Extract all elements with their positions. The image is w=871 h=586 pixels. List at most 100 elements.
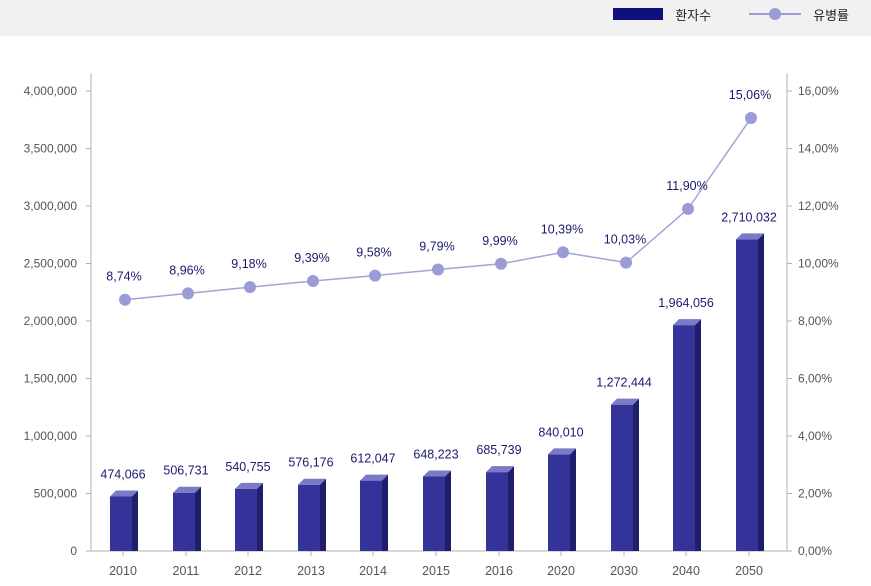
left-tick-label: 4,000,000 bbox=[24, 84, 78, 98]
right-tick-label: 8,00% bbox=[798, 314, 832, 328]
bar-side bbox=[320, 478, 326, 551]
bar bbox=[548, 454, 570, 551]
bar bbox=[173, 492, 195, 551]
bar-top bbox=[611, 398, 639, 405]
bar-side bbox=[695, 319, 701, 551]
legend-label-patients: 환자수 bbox=[675, 7, 712, 23]
bar bbox=[235, 488, 257, 551]
bar bbox=[110, 496, 132, 551]
x-tick-label: 2011 bbox=[173, 564, 200, 578]
bar-side bbox=[445, 470, 451, 551]
legend-label-prevalence: 유병률 bbox=[813, 7, 849, 23]
right-tick-label: 16,00% bbox=[798, 84, 839, 98]
legend-item-patients: 환자수 bbox=[613, 5, 711, 24]
prevalence-point bbox=[244, 281, 256, 294]
prevalence-point bbox=[557, 246, 569, 259]
right-tick-label: 10,00% bbox=[798, 257, 839, 271]
prevalence-value-label: 10,39% bbox=[541, 222, 583, 236]
left-tick-label: 3,000,000 bbox=[24, 199, 78, 213]
right-tick-label: 2,00% bbox=[798, 487, 832, 501]
prevalence-value-label: 8,96% bbox=[169, 263, 204, 277]
legend-band bbox=[0, 0, 871, 36]
bar bbox=[673, 325, 695, 551]
bar bbox=[360, 480, 382, 551]
bar-top bbox=[110, 490, 138, 497]
bar-side bbox=[257, 482, 263, 551]
x-tick-label: 2012 bbox=[234, 564, 262, 578]
x-tick-label: 2016 bbox=[485, 564, 513, 578]
x-tick-label: 2010 bbox=[109, 564, 137, 578]
bar-top bbox=[548, 448, 576, 455]
left-tick-label: 1,500,000 bbox=[24, 372, 78, 386]
bar-side bbox=[633, 398, 639, 551]
right-tick-label: 0,00% bbox=[798, 544, 832, 558]
bar-top bbox=[360, 474, 388, 481]
bar-top bbox=[235, 482, 263, 489]
prevalence-point bbox=[495, 257, 507, 270]
bar-side bbox=[758, 233, 764, 551]
prevalence-value-label: 9,39% bbox=[294, 251, 329, 265]
left-tick-label: 0 bbox=[70, 544, 77, 558]
prevalence-point bbox=[620, 256, 632, 269]
left-tick-label: 2,500,000 bbox=[24, 257, 78, 271]
prevalence-point bbox=[182, 287, 194, 300]
bar-top bbox=[673, 319, 701, 326]
prevalence-point bbox=[119, 293, 131, 306]
prevalence-point bbox=[745, 112, 757, 125]
prevalence-value-label: 10,03% bbox=[604, 233, 646, 247]
bar bbox=[298, 484, 320, 551]
right-tick-label: 4,00% bbox=[798, 429, 832, 443]
left-tick-label: 1,000,000 bbox=[24, 429, 78, 443]
bar-side bbox=[382, 474, 388, 551]
bar bbox=[611, 404, 633, 551]
legend-bar-swatch-icon bbox=[613, 8, 664, 20]
right-tick-label: 14,00% bbox=[798, 142, 839, 156]
left-tick-label: 2,000,000 bbox=[24, 314, 78, 328]
x-tick-label: 2030 bbox=[610, 564, 638, 578]
legend-item-prevalence: 유병률 bbox=[711, 5, 849, 24]
bar-top bbox=[423, 470, 451, 477]
bar bbox=[423, 476, 445, 551]
x-tick-label: 2050 bbox=[735, 564, 763, 578]
bar-value-label: 612,047 bbox=[350, 452, 395, 466]
x-tick-label: 2040 bbox=[672, 564, 700, 578]
bar-value-label: 2,710,032 bbox=[721, 210, 777, 224]
x-tick-label: 2015 bbox=[422, 564, 450, 578]
bar-side bbox=[508, 466, 514, 551]
prevalence-value-label: 11,90% bbox=[666, 179, 707, 193]
bar-value-label: 540,755 bbox=[225, 460, 270, 474]
left-tick-label: 3,500,000 bbox=[24, 142, 78, 156]
bar-side bbox=[132, 490, 138, 551]
bar-top bbox=[736, 233, 764, 240]
x-tick-label: 2020 bbox=[547, 564, 575, 578]
bar-value-label: 648,223 bbox=[413, 447, 458, 461]
prevalence-point bbox=[307, 275, 319, 288]
prevalence-value-label: 8,74% bbox=[106, 270, 141, 284]
right-tick-label: 6,00% bbox=[798, 372, 832, 386]
bar-value-label: 576,176 bbox=[288, 456, 333, 470]
bar-top bbox=[486, 466, 514, 473]
bar-top bbox=[298, 478, 326, 485]
bar-value-label: 1,964,056 bbox=[658, 296, 714, 310]
left-tick-label: 500,000 bbox=[34, 487, 78, 501]
bar-top bbox=[173, 486, 201, 493]
x-tick-label: 2014 bbox=[359, 564, 387, 578]
prevalence-value-label: 9,18% bbox=[231, 257, 266, 271]
bar-value-label: 474,066 bbox=[100, 467, 145, 481]
prevalence-value-label: 9,58% bbox=[356, 246, 391, 260]
bar-side bbox=[195, 486, 201, 551]
prevalence-point bbox=[369, 269, 381, 282]
right-tick-label: 12,00% bbox=[798, 199, 839, 213]
prevalence-value-label: 9,99% bbox=[482, 234, 517, 248]
prevalence-value-label: 9,79% bbox=[419, 240, 454, 254]
bar-value-label: 1,272,444 bbox=[596, 376, 652, 390]
bar-value-label: 506,731 bbox=[163, 464, 208, 478]
bar-value-label: 840,010 bbox=[538, 425, 583, 439]
bar-side bbox=[570, 448, 576, 551]
prevalence-point bbox=[432, 263, 444, 276]
bar bbox=[736, 239, 758, 551]
x-tick-label: 2013 bbox=[297, 564, 325, 578]
bar bbox=[486, 472, 508, 551]
bar-value-label: 685,739 bbox=[476, 443, 521, 457]
